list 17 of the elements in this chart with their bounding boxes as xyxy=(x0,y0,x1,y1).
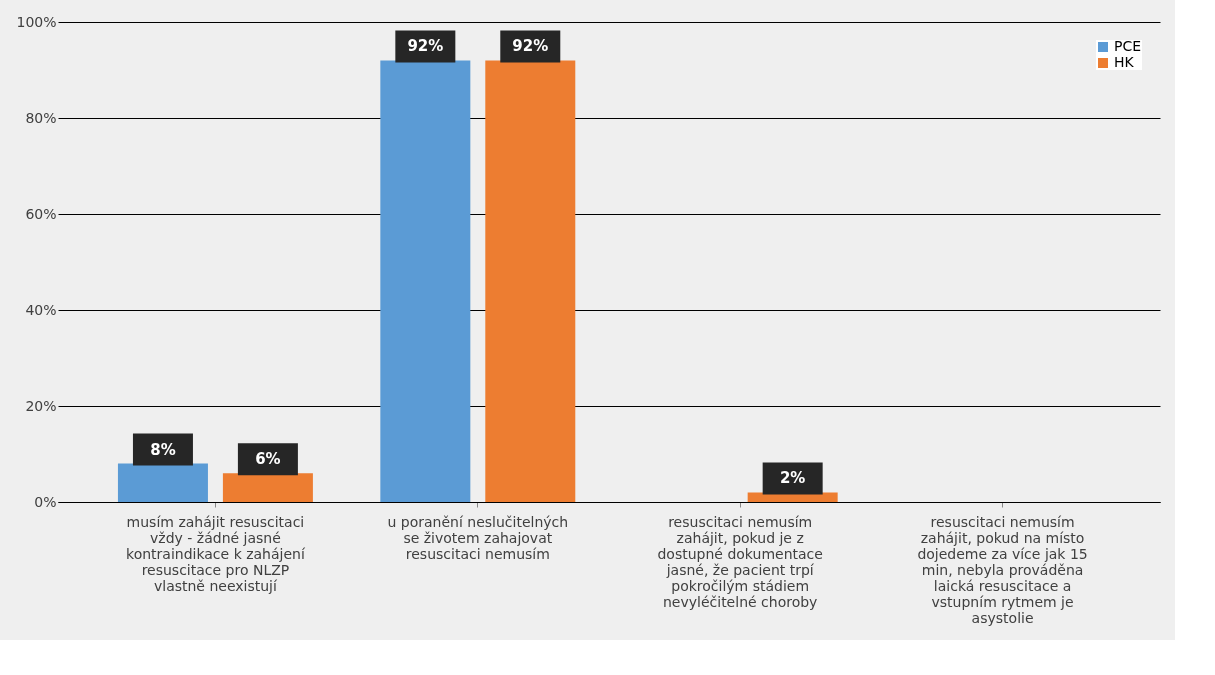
x-tick-label: resuscitaci nemusím zahájit, pokud je z dostupné dokumentace jasné, že pacient trpí pokročilým stádiem nevyléčitelné choroby xyxy=(657,513,823,610)
x-tick-label: u poranění neslučitelných se životem zahajovat resuscitaci nemusím xyxy=(387,513,569,562)
y-tick-label: 80% xyxy=(25,109,57,126)
y-tick-label: 100% xyxy=(16,13,57,30)
x-tick-label: resuscitaci nemusím zahájit, pokud na místo dojedeme za více jak 15 min, nebyla prováděna laická resuscitace a vstupním rytmem je asystolie xyxy=(917,513,1088,626)
x-tick-label: musím zahájit resuscitaci vždy - žádné jasné kontraindikace k zahájení resuscitace pro NLZP vlastně neexistují xyxy=(126,513,306,594)
legend-label: HK xyxy=(1114,54,1135,70)
y-tick-label: 40% xyxy=(25,301,57,318)
y-tick-label: 0% xyxy=(34,493,57,510)
y-tick-label: 60% xyxy=(25,205,57,222)
legend-label: PCE xyxy=(1114,38,1142,54)
data-label: 6% xyxy=(255,450,281,469)
data-label: 2% xyxy=(779,469,806,488)
data-label: 92% xyxy=(512,37,549,56)
y-tick-label: 20% xyxy=(25,397,57,414)
data-label: 8% xyxy=(150,440,176,459)
data-label: 92% xyxy=(407,37,444,56)
